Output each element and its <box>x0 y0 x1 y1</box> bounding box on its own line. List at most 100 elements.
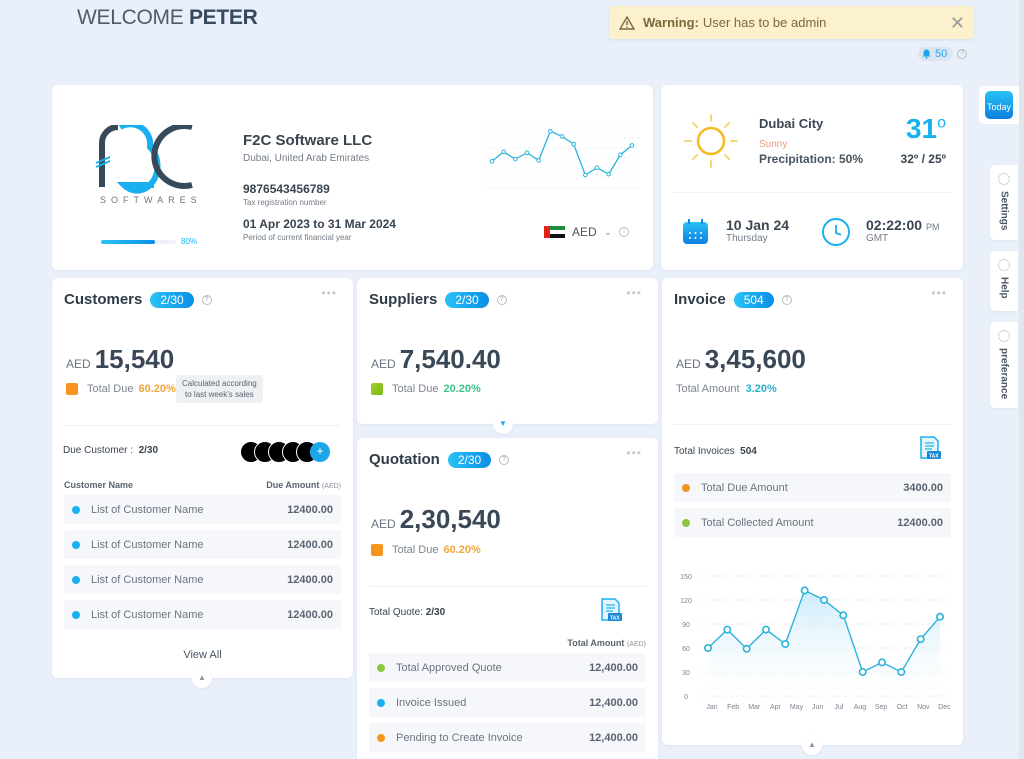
help-icon[interactable]: ? <box>781 294 792 305</box>
expand-down-icon[interactable]: ▼ <box>493 414 513 434</box>
customers-amount: AED 15,540 <box>66 344 174 375</box>
quote-amount: 12,400.00 <box>589 696 638 709</box>
amount-value: 3,45,600 <box>704 344 806 374</box>
list-item[interactable]: List of Customer Name 12400.00 <box>64 565 341 594</box>
company-card: SOFTWARES 80% F2C Software LLC Dubai, Un… <box>52 85 653 270</box>
add-avatar-button[interactable]: + <box>310 442 330 462</box>
scrollbar[interactable] <box>1019 0 1024 759</box>
tax-document-icon: TAX <box>920 436 941 460</box>
due-customer: Due Customer : 2/30 <box>63 445 158 456</box>
status-dot <box>72 505 80 514</box>
more-options-icon[interactable]: ••• <box>321 286 337 300</box>
due-amount: 12400.00 <box>287 503 333 516</box>
divider <box>64 425 341 426</box>
notification-badge[interactable]: 50 <box>918 47 954 61</box>
collapse-up-icon[interactable]: ▲ <box>192 668 212 688</box>
total-quote-label: Total Quote: <box>369 607 423 618</box>
today-label: Today <box>986 102 1012 112</box>
sidebar-tab-help[interactable]: Help <box>990 251 1018 311</box>
chevron-down-icon[interactable]: ⌄ <box>603 226 613 238</box>
count-badge: 2/30 <box>447 451 492 468</box>
total-invoices-label: Total Invoices <box>674 446 735 457</box>
list-item[interactable]: Pending to Create Invoice 12,400.00 <box>369 723 646 752</box>
quote-status-name: Total Approved Quote <box>396 661 502 674</box>
info-icon[interactable]: i <box>619 227 630 237</box>
warning-banner: Warning: User has to be admin ✕ <box>609 6 974 39</box>
due-label: Total Due <box>87 383 134 395</box>
list-item[interactable]: List of Customer Name 12400.00 <box>64 495 341 524</box>
tooltip-line: Calculated according <box>182 379 257 388</box>
help-icon[interactable]: ? <box>499 454 510 465</box>
collapse-up-icon[interactable]: ▲ <box>802 735 822 755</box>
progress-percentage: 80% <box>181 237 198 246</box>
warning-label: Warning: <box>643 15 699 30</box>
preference-label: preferance <box>998 348 1010 400</box>
welcome-heading: WELCOME PETER <box>77 6 258 30</box>
svg-text:Jun: Jun <box>812 704 823 711</box>
gear-icon <box>998 173 1010 185</box>
company-sparkline <box>484 127 639 189</box>
date-info: 10 Jan 24 Thursday <box>726 217 789 244</box>
svg-text:30: 30 <box>682 670 690 677</box>
notifications[interactable]: 50 ? <box>918 47 968 61</box>
avatar-group[interactable]: + <box>240 441 340 463</box>
svg-text:Jul: Jul <box>834 704 843 711</box>
svg-text:May: May <box>790 704 804 711</box>
help-icon[interactable]: ? <box>496 294 507 305</box>
list-item[interactable]: Total Due Amount 3400.00 <box>674 473 951 502</box>
more-options-icon[interactable]: ••• <box>626 446 642 460</box>
list-item[interactable]: Invoice Issued 12,400.00 <box>369 688 646 717</box>
list-item[interactable]: Total Collected Amount 12400.00 <box>674 508 951 537</box>
invoice-metric-name: Total Collected Amount <box>701 516 814 529</box>
due-amount: 12400.00 <box>287 538 333 551</box>
due-percentage: 20.20% <box>443 383 481 395</box>
col-amount-unit: (AED) <box>626 641 646 648</box>
total-amount: Total Amount 3.20% <box>676 383 777 395</box>
sidebar-tab-settings[interactable]: Settings <box>990 165 1018 240</box>
count-badge: 2/30 <box>150 291 194 308</box>
divider <box>673 192 951 193</box>
more-options-icon[interactable]: ••• <box>626 286 642 300</box>
status-dot <box>377 733 385 742</box>
help-icon[interactable]: ? <box>201 294 212 305</box>
list-item[interactable]: List of Customer Name 12400.00 <box>64 600 341 629</box>
column-header-amount: Due Amount (AED) <box>266 480 341 490</box>
column-header-amount: Total Amount (AED) <box>567 638 646 648</box>
suppliers-title: Suppliers 2/30 ? <box>369 291 507 308</box>
close-icon[interactable]: ✕ <box>949 13 965 33</box>
list-item[interactable]: List of Customer Name 12400.00 <box>64 530 341 559</box>
total-due: Total Due 20.20% <box>371 383 481 395</box>
amount-value: 7,540.40 <box>399 344 501 374</box>
clock-icon <box>822 218 850 246</box>
sidebar-tab-preference[interactable]: preferance <box>990 322 1018 408</box>
currency-code: AED <box>572 225 597 239</box>
timezone: GMT <box>866 233 889 244</box>
due-percentage: 60.20% <box>443 544 481 556</box>
quote-status-name: Invoice Issued <box>396 696 467 709</box>
current-time: 02:22:00 <box>866 217 923 233</box>
customer-name: List of Customer Name <box>91 503 204 516</box>
help-icon[interactable]: ? <box>957 49 968 59</box>
more-options-icon[interactable]: ••• <box>931 286 947 300</box>
column-header-name: Customer Name <box>64 480 134 490</box>
today-button[interactable]: Today <box>979 86 1019 124</box>
period-label: Period of current financial year <box>243 233 352 242</box>
currency: AED <box>66 357 91 371</box>
uae-flag-icon <box>544 226 565 238</box>
suppliers-card: Suppliers 2/30 ? ••• AED 7,540.40 Total … <box>357 278 658 424</box>
col-amount-label: Total Amount <box>567 638 625 648</box>
card-title: Customers <box>64 291 143 308</box>
amount-value: 15,540 <box>94 344 175 374</box>
card-title: Quotation <box>369 451 440 468</box>
currency-selector[interactable]: AED ⌄ i <box>544 225 630 239</box>
status-dot <box>682 483 690 492</box>
count-badge: 2/30 <box>445 291 489 308</box>
view-all-link[interactable]: View All <box>183 649 222 661</box>
list-item[interactable]: Total Approved Quote 12,400.00 <box>369 653 646 682</box>
status-dot <box>72 575 80 584</box>
due-customer-value: 2/30 <box>138 445 159 456</box>
orange-square-icon <box>66 383 78 395</box>
svg-text:TAX: TAX <box>610 616 620 622</box>
am-pm: PM <box>925 222 940 232</box>
due-label: Total Due <box>392 383 439 395</box>
